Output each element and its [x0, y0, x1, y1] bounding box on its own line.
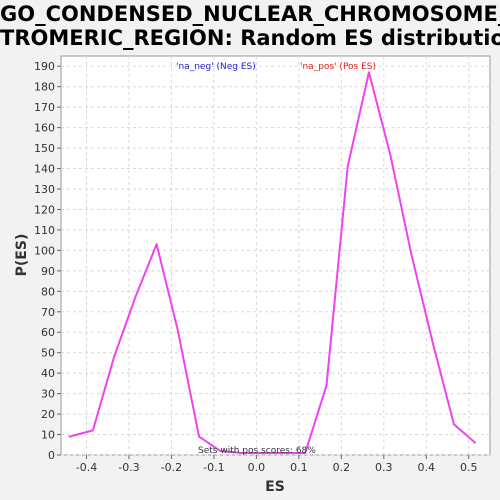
y-tick-label: 40 [41, 367, 55, 380]
y-axis-title: P(ES) [14, 234, 30, 277]
x-tick-label: 0.3 [375, 461, 393, 474]
chart-title: GO_CONDENSED_NUCLEAR_CHROMOSOME_CEN TROM… [0, 2, 500, 50]
chart-title-line-1: GO_CONDENSED_NUCLEAR_CHROMOSOME_CEN [0, 2, 500, 26]
data-point [304, 452, 307, 454]
x-tick-label: 0.5 [460, 461, 478, 474]
y-tick-label: 30 [41, 388, 55, 401]
y-tick-label: 10 [41, 429, 55, 442]
y-tick-label: 160 [34, 122, 55, 135]
data-point [325, 384, 328, 387]
data-point [368, 71, 370, 74]
data-point [431, 341, 434, 344]
y-tick-label: 170 [34, 101, 55, 114]
x-tick-label: 0.1 [290, 461, 308, 474]
x-tick-label: -0.3 [118, 461, 139, 474]
legend-entry-neg: 'na_neg' (Neg ES) [176, 62, 256, 72]
data-point [452, 423, 455, 426]
y-tick-label: 0 [48, 449, 55, 462]
y-tick-label: 110 [34, 224, 55, 237]
data-point [176, 329, 179, 332]
y-tick-label: 130 [34, 183, 55, 196]
x-axis-title: ES [265, 479, 285, 495]
data-point [474, 441, 477, 444]
y-tick-label: 80 [41, 285, 55, 298]
x-tick-label: -0.2 [161, 461, 182, 474]
y-tick-label: 100 [34, 244, 55, 257]
x-tick-label: 0.2 [333, 461, 351, 474]
data-point [240, 452, 243, 454]
data-point [113, 355, 115, 358]
y-tick-label: 60 [41, 326, 55, 339]
legend-entry-pos: 'na_pos' (Pos ES) [300, 62, 376, 72]
y-tick-label: 140 [34, 163, 55, 176]
y-tick-label: 190 [34, 60, 55, 73]
data-point [68, 435, 71, 438]
x-tick-label: 0.0 [248, 461, 266, 474]
y-tick-label: 180 [34, 81, 55, 94]
x-tick-label: -0.4 [76, 461, 97, 474]
pos-scores-annotation: Sets with pos scores: 68% [198, 446, 316, 456]
y-tick-label: 120 [34, 203, 55, 216]
grid-layer [61, 56, 490, 456]
x-tick-label: -0.1 [203, 461, 224, 474]
y-tick-label: 20 [41, 408, 55, 421]
y-tick-label: 50 [41, 347, 55, 360]
data-point [91, 429, 94, 432]
y-tick-label: 70 [41, 306, 55, 319]
data-point [134, 296, 137, 299]
y-tick-label: 150 [34, 142, 55, 155]
data-point [219, 450, 222, 452]
data-point [283, 452, 285, 454]
data-point [155, 243, 158, 246]
plot-frame [60, 55, 491, 456]
chart-title-line-2: TROMERIC_REGION: Random ES distribution [0, 26, 500, 50]
axis-layer: 0 10 20 30 40 50 60 70 80 90 100 110 120 130 140 150 160… [34, 60, 478, 474]
data-point [261, 452, 264, 454]
y-tick-label: 90 [41, 265, 55, 278]
data-point [346, 165, 349, 168]
x-tick-label: 0.4 [418, 461, 436, 474]
series-line-0 [69, 71, 476, 454]
series-layer [68, 71, 477, 454]
data-point [410, 253, 413, 256]
data-point [389, 153, 392, 156]
data-point [198, 435, 200, 438]
